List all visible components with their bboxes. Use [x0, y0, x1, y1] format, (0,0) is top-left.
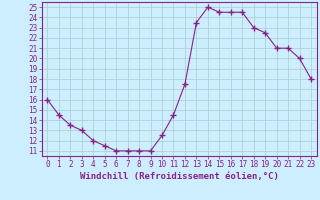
- X-axis label: Windchill (Refroidissement éolien,°C): Windchill (Refroidissement éolien,°C): [80, 172, 279, 181]
